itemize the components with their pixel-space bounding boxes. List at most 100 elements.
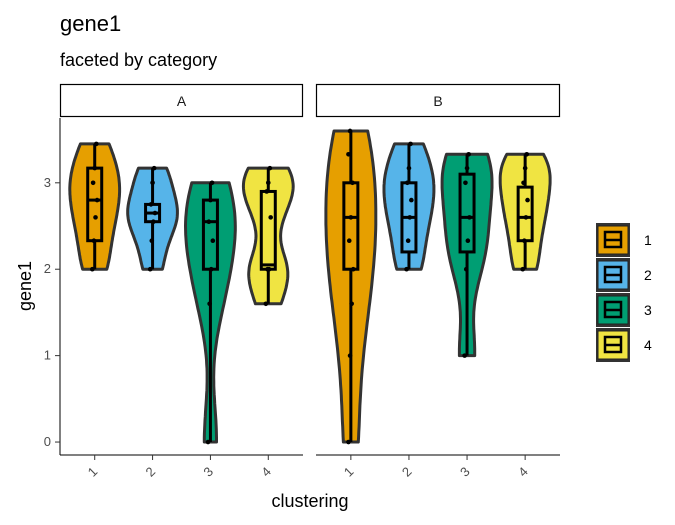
data-point: [347, 128, 353, 134]
legend-label: 1: [644, 232, 652, 248]
facet-strip: [59, 83, 304, 118]
facet-strip: [315, 83, 561, 118]
data-point: [210, 238, 216, 244]
violin-group: [126, 165, 179, 272]
y-tick-label: 3: [44, 175, 51, 190]
data-point: [346, 238, 352, 244]
data-point: [90, 266, 95, 272]
x-tick-label: 2: [399, 464, 415, 480]
x-tick-label: 2: [143, 464, 159, 480]
data-point: [466, 151, 471, 157]
data-point: [408, 141, 413, 147]
violin-body: [126, 166, 179, 271]
legend-label: 4: [644, 337, 652, 353]
data-point: [207, 301, 212, 307]
data-point: [208, 266, 214, 272]
data-point: [462, 353, 467, 358]
legend-item: 2: [596, 258, 652, 292]
data-point: [467, 215, 472, 220]
violin-body: [241, 166, 295, 306]
violin-group: [241, 165, 295, 307]
x-axis-title: clustering: [271, 491, 348, 511]
box: [458, 172, 476, 254]
data-point: [268, 215, 273, 220]
data-point: [206, 219, 212, 224]
data-point: [522, 165, 528, 171]
data-point: [525, 197, 530, 203]
data-point: [348, 215, 354, 220]
legend-label: 3: [644, 302, 652, 318]
facet-panels: A 1 2 3 4 B 1 2 3 4: [59, 83, 561, 480]
data-point: [409, 197, 414, 203]
data-point: [464, 165, 470, 171]
data-point: [406, 165, 412, 171]
data-point: [265, 180, 271, 186]
data-point: [463, 180, 468, 186]
data-point: [264, 189, 269, 194]
data-point: [463, 266, 469, 272]
data-point: [150, 180, 155, 186]
legend-item: 4: [596, 328, 652, 362]
facet-strip-label: B: [433, 93, 442, 109]
x-tick-label: 4: [515, 464, 531, 480]
chart-subtitle: faceted by category: [60, 50, 217, 70]
data-point: [266, 266, 272, 272]
violin-group: [382, 141, 436, 272]
violin-body: [382, 142, 436, 271]
data-point: [349, 301, 354, 307]
data-point: [94, 141, 99, 147]
legend-label: 2: [644, 267, 652, 283]
data-point: [263, 301, 269, 307]
data-point: [522, 238, 527, 244]
data-point: [152, 210, 158, 216]
data-point: [520, 266, 526, 272]
y-axis-title: gene1: [15, 261, 35, 311]
data-point: [347, 353, 353, 358]
facet-panel-B: B 1 2 3 4: [315, 83, 561, 480]
x-tick-label: 3: [457, 464, 473, 480]
violin-group: [324, 128, 378, 445]
data-point: [407, 215, 413, 220]
data-point: [149, 238, 155, 244]
violin-group: [68, 141, 122, 272]
data-point: [147, 266, 153, 272]
violin-body: [68, 142, 122, 271]
data-point: [208, 197, 213, 203]
data-point: [405, 180, 410, 186]
violin-group: [440, 151, 494, 358]
violin-group: [184, 180, 237, 445]
y-axis: 0 1 2 3: [44, 118, 61, 455]
data-point: [350, 266, 356, 272]
x-tick-label: 1: [85, 464, 101, 480]
x-tick-label: 1: [341, 464, 357, 480]
y-tick-label: 0: [44, 434, 51, 449]
violin-group: [498, 151, 552, 272]
data-point: [151, 165, 157, 171]
data-point: [93, 215, 98, 220]
data-point: [94, 197, 100, 203]
data-point: [148, 202, 154, 207]
y-tick-label: 1: [44, 348, 51, 363]
legend: 1 2 3 4: [596, 223, 652, 362]
facet-panel-A: A 1 2 3 4: [59, 83, 304, 480]
data-point: [465, 238, 471, 244]
data-point: [405, 238, 411, 244]
data-point: [524, 151, 530, 157]
data-point: [151, 219, 156, 224]
data-point: [521, 180, 526, 186]
data-point: [404, 266, 409, 272]
data-point: [350, 180, 355, 186]
data-point: [267, 165, 273, 171]
x-tick-label: 4: [258, 464, 274, 480]
data-point: [523, 215, 529, 220]
data-point: [346, 439, 351, 445]
data-point: [346, 151, 351, 157]
legend-item: 1: [596, 223, 652, 257]
data-point: [205, 439, 211, 445]
data-point: [91, 238, 97, 244]
data-point: [209, 180, 215, 186]
y-tick-label: 2: [44, 261, 51, 276]
x-tick-label: 3: [200, 464, 216, 480]
chart-title: gene1: [60, 11, 121, 36]
